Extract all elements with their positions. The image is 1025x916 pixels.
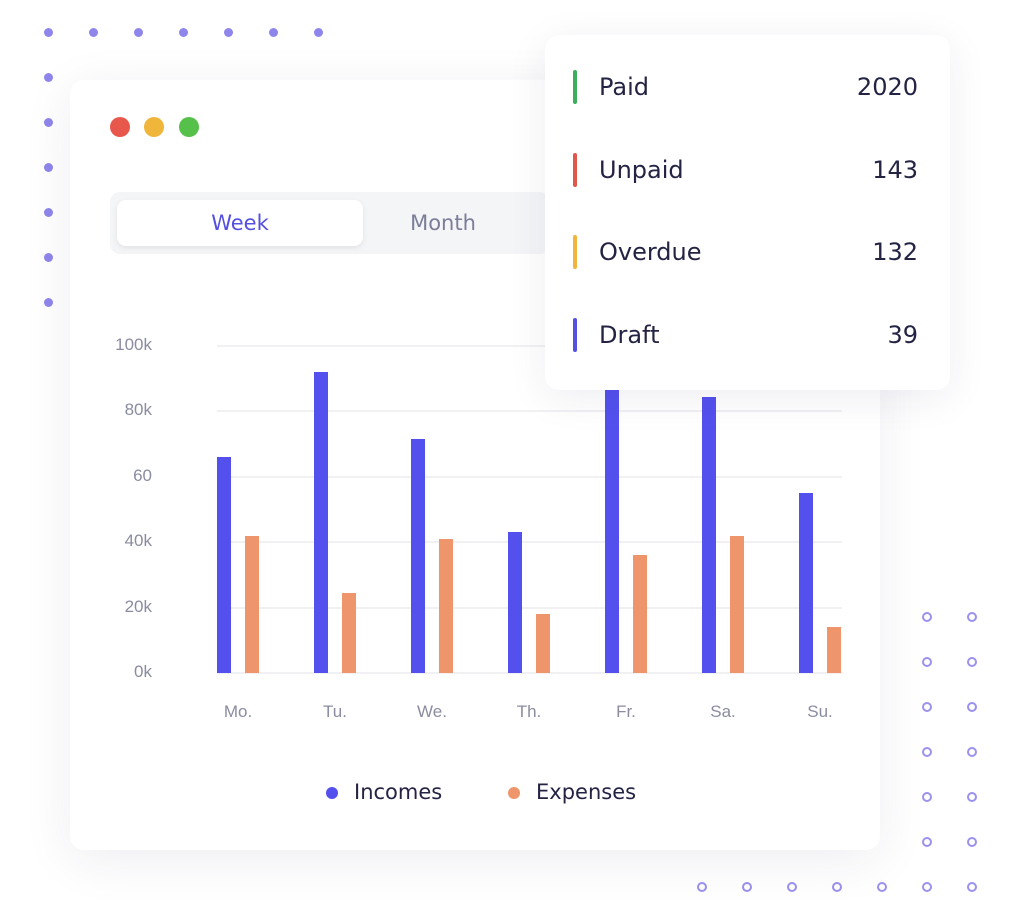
decor-dot — [44, 73, 53, 82]
decor-ring — [922, 882, 932, 892]
gridline — [217, 606, 842, 609]
status-color-bar — [573, 235, 577, 269]
expenses-bar — [536, 614, 550, 673]
decor-dot — [44, 163, 53, 172]
decor-ring — [787, 882, 797, 892]
incomes-bar — [314, 372, 328, 673]
decor-dot — [224, 28, 233, 37]
status-label: Draft — [599, 321, 660, 349]
incomes-bar — [508, 532, 522, 673]
decor-ring — [967, 657, 977, 667]
x-tick-label: Tu. — [323, 702, 347, 721]
window-minimize-dot — [144, 117, 164, 137]
y-tick-label: 100k — [115, 335, 152, 354]
status-value: 2020 — [856, 73, 918, 101]
status-value: 39 — [887, 321, 918, 349]
decor-ring — [922, 612, 932, 622]
decor-dot — [44, 28, 53, 37]
gridline — [217, 410, 842, 413]
incomes-bar — [799, 493, 813, 673]
decor-dot — [44, 253, 53, 262]
expenses-bar — [245, 535, 259, 673]
status-color-bar — [573, 70, 577, 104]
decor-ring — [967, 747, 977, 757]
gridline — [217, 345, 842, 347]
decor-dot — [269, 28, 278, 37]
expenses-bar — [730, 535, 744, 673]
decor-ring — [922, 747, 932, 757]
decor-ring — [967, 702, 977, 712]
x-tick-label: Th. — [516, 702, 542, 721]
decor-dot — [89, 28, 98, 37]
y-tick-label: 0k — [134, 662, 152, 681]
gridline — [217, 541, 842, 544]
y-tick-label: 40k — [124, 531, 152, 551]
decor-ring — [877, 882, 887, 892]
invoice-status-card: Paid 2020 Unpaid 143 Overdue 132 Draft 39 — [545, 35, 950, 390]
decor-ring — [922, 702, 932, 712]
decor-dot — [44, 118, 53, 127]
status-label: Overdue — [599, 238, 702, 266]
legend-label: Expenses — [536, 780, 637, 804]
decor-ring — [697, 882, 707, 892]
status-color-bar — [573, 153, 577, 187]
tab-month[interactable]: Month — [410, 211, 476, 235]
x-tick-label: Fr. — [616, 702, 636, 721]
expenses-bar — [633, 555, 647, 673]
status-row-unpaid: Unpaid 143 — [573, 153, 918, 187]
decor-dot — [179, 28, 188, 37]
x-tick-label: We. — [417, 702, 447, 721]
decor-ring — [742, 882, 752, 892]
status-row-draft: Draft 39 — [573, 318, 918, 352]
status-row-paid: Paid 2020 — [573, 70, 918, 104]
decor-ring — [922, 837, 932, 847]
status-value: 132 — [872, 238, 918, 266]
tab-week[interactable]: Week — [117, 200, 363, 246]
incomes-legend-dot — [326, 787, 338, 799]
decor-ring — [967, 882, 977, 892]
expenses-bar — [827, 627, 841, 673]
expenses-bar — [342, 592, 356, 673]
decor-ring — [967, 612, 977, 622]
status-value: 143 — [872, 156, 918, 184]
x-tick-label: Mo. — [223, 702, 253, 721]
decor-dot — [134, 28, 143, 37]
window-close-dot — [110, 117, 130, 137]
decor-dot — [44, 208, 53, 217]
y-tick-label: 20k — [124, 596, 152, 616]
decor-dot — [314, 28, 323, 37]
expenses-bar — [439, 538, 453, 673]
decor-dot — [44, 298, 53, 307]
decor-ring — [922, 657, 932, 667]
period-tabs: Week Month — [110, 192, 550, 254]
status-label: Unpaid — [599, 156, 684, 184]
x-tick-label: Su. — [807, 702, 833, 721]
x-tick-label: Sa. — [710, 702, 736, 721]
gridline — [217, 672, 842, 674]
decor-ring — [922, 792, 932, 802]
legend-incomes: Incomes — [326, 780, 442, 804]
decor-ring — [967, 792, 977, 802]
y-tick-label: 80k — [124, 400, 152, 420]
expenses-legend-dot — [508, 787, 520, 799]
incomes-bar — [411, 439, 425, 673]
incomes-bar — [702, 396, 716, 673]
status-color-bar — [573, 318, 577, 352]
incomes-bar — [217, 457, 231, 673]
decor-ring — [967, 837, 977, 847]
incomes-bar — [605, 390, 619, 673]
legend-expenses: Expenses — [508, 780, 636, 804]
status-label: Paid — [599, 73, 650, 101]
y-tick-label: 60 — [133, 465, 152, 485]
window-maximize-dot — [179, 117, 199, 137]
decor-ring — [832, 882, 842, 892]
status-row-overdue: Overdue 132 — [573, 235, 918, 269]
gridline — [217, 475, 842, 478]
legend-label: Incomes — [354, 780, 443, 804]
